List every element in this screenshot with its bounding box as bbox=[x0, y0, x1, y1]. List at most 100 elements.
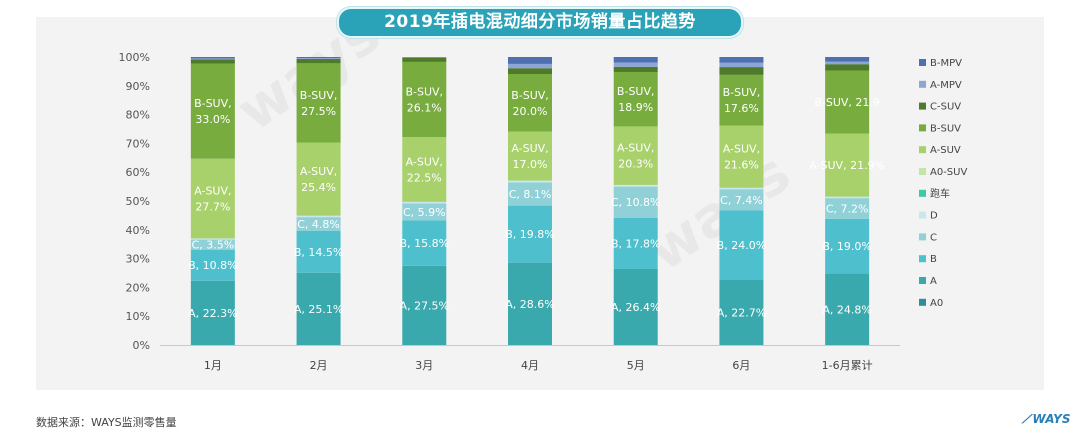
bar-segment bbox=[613, 268, 658, 345]
data-label: C, 10.8% bbox=[611, 196, 661, 209]
bar-segment bbox=[719, 125, 764, 188]
data-label: A-SUV, bbox=[511, 142, 548, 155]
bar-segment bbox=[296, 57, 341, 59]
data-label: A, 22.3% bbox=[188, 307, 237, 320]
data-label: 22.5% bbox=[407, 171, 442, 184]
x-tick-label: 1-6月累计 bbox=[822, 359, 873, 372]
data-label: 25.4% bbox=[301, 181, 336, 194]
bar-segment bbox=[296, 59, 341, 64]
legend-label: B-MPV bbox=[930, 58, 962, 69]
legend-swatch bbox=[919, 168, 926, 175]
x-tick-label: 5月 bbox=[627, 359, 645, 372]
chart-title: 2019年插电混动细分市场销量占比趋势 bbox=[337, 7, 743, 38]
data-label: B-SUV, bbox=[194, 97, 232, 110]
legend-label: C bbox=[930, 232, 937, 243]
bar-segment bbox=[719, 57, 764, 63]
bar-segment bbox=[296, 272, 341, 345]
legend-label: B-SUV bbox=[930, 123, 961, 134]
legend-label: B bbox=[930, 254, 937, 265]
data-label: B-SUV, bbox=[511, 89, 549, 102]
bar-segment bbox=[402, 265, 447, 345]
logo-text: WAYS bbox=[1032, 412, 1071, 426]
y-tick-label: 10% bbox=[126, 310, 150, 323]
data-label: 27.7% bbox=[195, 201, 230, 214]
legend-swatch bbox=[919, 102, 926, 110]
legend-swatch bbox=[919, 277, 926, 284]
bar-segment bbox=[719, 189, 764, 211]
legend-swatch bbox=[919, 298, 926, 306]
bar-segment bbox=[402, 220, 447, 266]
data-label: A-SUV, bbox=[723, 143, 760, 156]
data-source-note: 数据来源：WAYS监测零售量 bbox=[36, 416, 177, 429]
y-tick-label: 20% bbox=[126, 281, 150, 294]
data-label: B, 14.5% bbox=[294, 246, 343, 259]
bar-segment bbox=[402, 201, 447, 204]
data-label: A, 27.5% bbox=[400, 299, 449, 312]
bar-segment bbox=[613, 126, 658, 185]
logo-icon: ⟋ bbox=[1022, 412, 1031, 426]
data-label: B-SUV, bbox=[300, 89, 338, 102]
legend-swatch bbox=[919, 146, 926, 154]
ways-logo: ⟋ WAYS bbox=[1022, 412, 1070, 427]
bar-segment bbox=[719, 67, 764, 75]
bar-segment bbox=[402, 57, 447, 62]
legend-label: A0-SUV bbox=[930, 167, 967, 178]
x-tick-label: 3月 bbox=[415, 359, 433, 372]
data-label: C, 8.1% bbox=[509, 188, 552, 201]
data-label: 18.9% bbox=[618, 101, 653, 114]
y-tick-label: 30% bbox=[126, 253, 150, 266]
data-label: B-SUV, bbox=[723, 86, 761, 99]
data-label: A-SUV, bbox=[617, 142, 654, 155]
bar-segment bbox=[190, 158, 235, 239]
data-label: B-SUV, 21.9 bbox=[814, 96, 880, 109]
data-label: A, 22.7% bbox=[717, 306, 766, 319]
data-label: A-SUV, bbox=[194, 185, 231, 198]
bar-segment bbox=[825, 61, 870, 65]
bar-segment bbox=[825, 218, 870, 274]
data-label: A-SUV, bbox=[300, 165, 337, 178]
bar-segment bbox=[296, 230, 341, 273]
bar-segment bbox=[296, 58, 341, 60]
x-tick-label: 2月 bbox=[310, 359, 328, 372]
legend-swatch bbox=[919, 124, 926, 132]
legend-label: A bbox=[930, 276, 937, 287]
bar-segment bbox=[190, 249, 235, 281]
bar-segment bbox=[613, 217, 658, 269]
bar-segment bbox=[719, 279, 764, 345]
bar-segment bbox=[613, 186, 658, 218]
data-label: C, 3.5% bbox=[192, 239, 235, 252]
bar-segment bbox=[719, 210, 764, 280]
legend-swatch bbox=[919, 189, 926, 197]
bar-segment bbox=[613, 62, 658, 67]
bar-segment bbox=[825, 198, 870, 219]
y-tick-label: 90% bbox=[126, 80, 150, 93]
y-tick-label: 40% bbox=[126, 224, 150, 237]
bar-segment bbox=[508, 57, 552, 64]
data-label: 20.0% bbox=[513, 105, 548, 118]
legend-swatch bbox=[919, 80, 926, 88]
bar-segment bbox=[825, 196, 870, 199]
bar-segment bbox=[508, 180, 552, 183]
bar-segment bbox=[508, 68, 552, 74]
data-label: B, 19.8% bbox=[505, 228, 554, 241]
data-label: B-SUV, bbox=[617, 85, 655, 98]
data-label: 21.6% bbox=[724, 159, 759, 172]
y-tick-label: 60% bbox=[126, 166, 150, 179]
bar-segment bbox=[825, 64, 870, 71]
data-label: 17.0% bbox=[513, 158, 548, 171]
data-label: B, 17.8% bbox=[611, 237, 660, 250]
data-label: B, 19.0% bbox=[822, 240, 871, 253]
data-label: C, 7.2% bbox=[826, 202, 869, 215]
data-label: A, 25.1% bbox=[294, 303, 343, 316]
legend-label: A0 bbox=[930, 298, 943, 309]
bar-segment bbox=[825, 70, 870, 134]
legend-swatch bbox=[919, 255, 926, 263]
data-label: C, 4.8% bbox=[297, 218, 340, 231]
bar-segment bbox=[613, 66, 658, 72]
legend-label: C-SUV bbox=[930, 102, 961, 113]
bar-segment bbox=[190, 63, 235, 159]
data-label: A, 28.6% bbox=[505, 298, 554, 311]
data-label: 26.1% bbox=[407, 101, 442, 114]
bar-segment bbox=[508, 262, 552, 345]
